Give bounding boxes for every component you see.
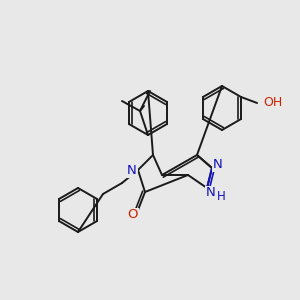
Text: H: H xyxy=(217,190,225,202)
Text: N: N xyxy=(206,187,216,200)
Text: O: O xyxy=(128,208,138,221)
Text: OH: OH xyxy=(263,97,282,110)
Text: N: N xyxy=(213,158,223,172)
Text: N: N xyxy=(127,164,137,178)
